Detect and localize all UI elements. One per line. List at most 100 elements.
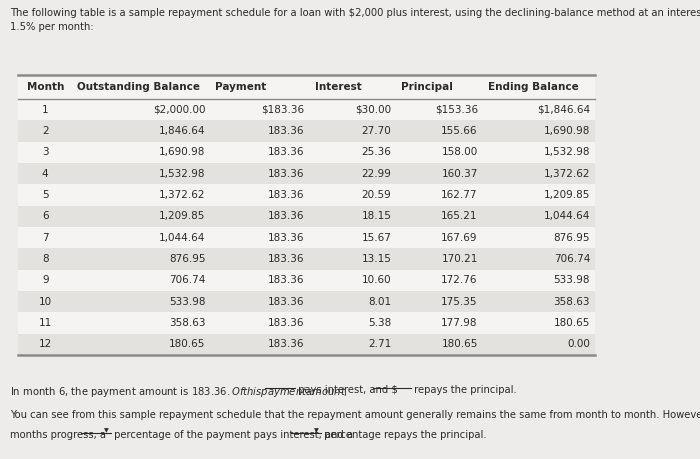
Text: 876.95: 876.95 (554, 233, 590, 243)
Text: 183.36: 183.36 (268, 126, 304, 136)
Bar (18, 142, 595, 163)
Text: The following table is a sample repayment schedule for a loan with $2,000 plus i: The following table is a sample repaymen… (10, 8, 700, 18)
Text: You can see from this sample repayment schedule that the repayment amount genera: You can see from this sample repayment s… (10, 410, 700, 420)
Text: 27.70: 27.70 (361, 126, 391, 136)
Text: 9: 9 (42, 275, 48, 285)
Text: 180.65: 180.65 (169, 339, 205, 349)
Text: 180.65: 180.65 (442, 339, 478, 349)
Text: $183.36: $183.36 (262, 105, 304, 115)
Bar (18, 185, 595, 206)
Text: repays the principal.: repays the principal. (411, 385, 517, 395)
Text: 183.36: 183.36 (268, 147, 304, 157)
Bar (18, 312, 595, 334)
Text: 5.38: 5.38 (368, 318, 391, 328)
Text: 3: 3 (42, 147, 48, 157)
Text: 183.36: 183.36 (268, 339, 304, 349)
Text: 1,690.98: 1,690.98 (159, 147, 205, 157)
Bar (18, 334, 595, 355)
Text: 183.36: 183.36 (268, 275, 304, 285)
Bar (18, 248, 595, 270)
Bar (18, 227, 595, 248)
Text: 1,044.64: 1,044.64 (159, 233, 205, 243)
Bar (18, 291, 595, 312)
Text: Interest: Interest (315, 82, 361, 92)
Text: 13.15: 13.15 (361, 254, 391, 264)
Text: ▼: ▼ (314, 428, 318, 433)
Text: 10: 10 (38, 297, 52, 307)
Text: In month 6, the payment amount is $183.36. Of this payment amount, $: In month 6, the payment amount is $183.3… (10, 385, 348, 399)
Text: 5: 5 (42, 190, 48, 200)
Text: 358.63: 358.63 (554, 297, 590, 307)
Text: 25.36: 25.36 (361, 147, 391, 157)
Text: 1,044.64: 1,044.64 (544, 211, 590, 221)
Text: 6: 6 (42, 211, 48, 221)
Text: $1,846.64: $1,846.64 (537, 105, 590, 115)
Text: 167.69: 167.69 (441, 233, 478, 243)
Text: Month: Month (27, 82, 64, 92)
Text: 12: 12 (38, 339, 52, 349)
Text: $153.36: $153.36 (435, 105, 478, 115)
Text: 20.59: 20.59 (361, 190, 391, 200)
Text: percentage repays the principal.: percentage repays the principal. (321, 430, 486, 440)
Text: 1.5% per month:: 1.5% per month: (10, 22, 94, 32)
Text: ▼: ▼ (104, 428, 109, 433)
Text: 158.00: 158.00 (442, 147, 478, 157)
Bar (18, 163, 595, 185)
Text: 1,372.62: 1,372.62 (543, 168, 590, 179)
Text: 155.66: 155.66 (441, 126, 478, 136)
Bar (18, 75, 595, 99)
Bar (18, 99, 595, 120)
Text: 4: 4 (42, 168, 48, 179)
Text: 706.74: 706.74 (554, 254, 590, 264)
Text: months progress, a: months progress, a (10, 430, 109, 440)
Text: 162.77: 162.77 (441, 190, 478, 200)
Text: 180.65: 180.65 (554, 318, 590, 328)
Bar (18, 206, 595, 227)
Text: 8.01: 8.01 (368, 297, 391, 307)
Text: 1,372.62: 1,372.62 (159, 190, 205, 200)
Bar (18, 270, 595, 291)
Text: Payment: Payment (216, 82, 267, 92)
Text: 7: 7 (42, 233, 48, 243)
Text: 1,209.85: 1,209.85 (159, 211, 205, 221)
Text: 0.00: 0.00 (567, 339, 590, 349)
Text: 183.36: 183.36 (268, 190, 304, 200)
Text: Ending Balance: Ending Balance (488, 82, 579, 92)
Text: 160.37: 160.37 (442, 168, 478, 179)
Text: 183.36: 183.36 (268, 254, 304, 264)
Text: 1: 1 (42, 105, 48, 115)
Text: 170.21: 170.21 (442, 254, 478, 264)
Text: 533.98: 533.98 (554, 275, 590, 285)
Text: 1,846.64: 1,846.64 (159, 126, 205, 136)
Text: $30.00: $30.00 (355, 105, 391, 115)
Text: $2,000.00: $2,000.00 (153, 105, 205, 115)
Text: 1,209.85: 1,209.85 (544, 190, 590, 200)
Text: 2.71: 2.71 (368, 339, 391, 349)
Text: 18.15: 18.15 (361, 211, 391, 221)
Text: 183.36: 183.36 (268, 297, 304, 307)
Text: Outstanding Balance: Outstanding Balance (78, 82, 200, 92)
Text: Principal: Principal (401, 82, 453, 92)
Text: 15.67: 15.67 (361, 233, 391, 243)
Text: 22.99: 22.99 (361, 168, 391, 179)
Text: 8: 8 (42, 254, 48, 264)
Text: 183.36: 183.36 (268, 233, 304, 243)
Text: 876.95: 876.95 (169, 254, 205, 264)
Bar (18, 120, 595, 142)
Text: 11: 11 (38, 318, 52, 328)
Text: 177.98: 177.98 (441, 318, 478, 328)
Text: 172.76: 172.76 (441, 275, 478, 285)
Text: 165.21: 165.21 (441, 211, 478, 221)
Text: 1,532.98: 1,532.98 (543, 147, 590, 157)
Text: 175.35: 175.35 (441, 297, 478, 307)
Text: 1,532.98: 1,532.98 (159, 168, 205, 179)
Text: pays interest, and $: pays interest, and $ (295, 385, 398, 395)
Text: 358.63: 358.63 (169, 318, 205, 328)
Text: 2: 2 (42, 126, 48, 136)
Text: percentage of the payment pays interest, and a: percentage of the payment pays interest,… (111, 430, 356, 440)
Text: 706.74: 706.74 (169, 275, 205, 285)
Text: 183.36: 183.36 (268, 168, 304, 179)
Text: 183.36: 183.36 (268, 318, 304, 328)
Text: 10.60: 10.60 (362, 275, 391, 285)
Text: 1,690.98: 1,690.98 (544, 126, 590, 136)
